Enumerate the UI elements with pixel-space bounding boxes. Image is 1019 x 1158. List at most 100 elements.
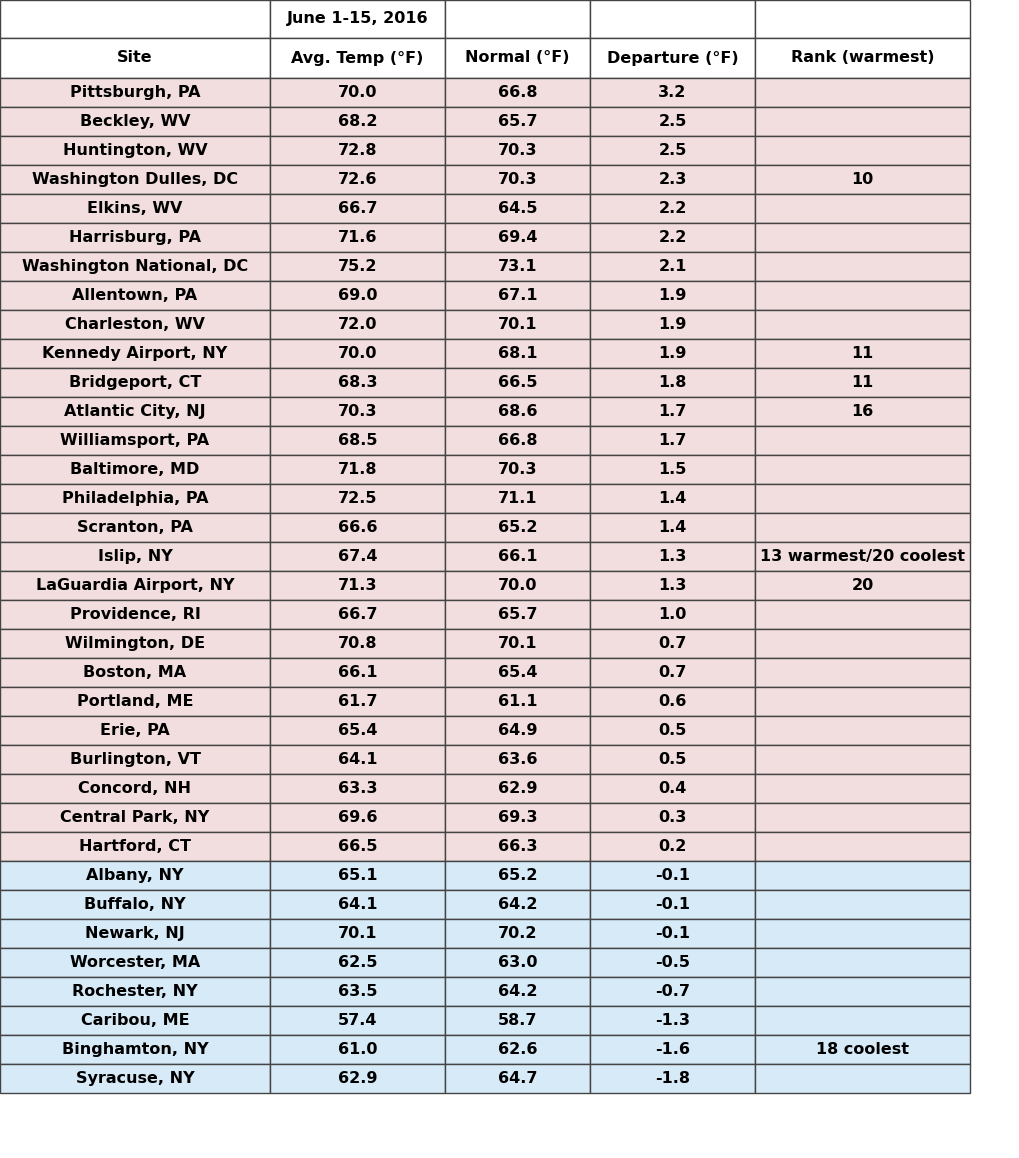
Text: 63.5: 63.5 — [337, 984, 377, 999]
Text: 65.2: 65.2 — [497, 520, 537, 535]
Bar — [754, 919, 969, 948]
Text: 70.3: 70.3 — [497, 462, 537, 477]
Bar — [270, 1064, 444, 1093]
Bar — [444, 426, 589, 455]
Text: Albany, NY: Albany, NY — [87, 868, 183, 884]
Text: 69.6: 69.6 — [337, 809, 377, 824]
Bar — [0, 339, 270, 368]
Bar — [0, 1064, 270, 1093]
Bar — [0, 629, 270, 658]
Text: -0.5: -0.5 — [654, 955, 689, 970]
Text: 68.6: 68.6 — [497, 404, 537, 419]
Bar — [589, 629, 754, 658]
Bar — [0, 948, 270, 977]
Text: 72.8: 72.8 — [337, 142, 377, 157]
Bar — [444, 38, 589, 78]
Text: 64.2: 64.2 — [497, 984, 537, 999]
Bar — [0, 0, 270, 38]
Bar — [589, 78, 754, 107]
Text: 62.5: 62.5 — [337, 955, 377, 970]
Text: 70.0: 70.0 — [497, 578, 537, 593]
Bar — [0, 745, 270, 774]
Text: Providence, RI: Providence, RI — [69, 607, 201, 622]
Text: 0.7: 0.7 — [657, 665, 686, 680]
Bar — [444, 310, 589, 339]
Bar — [754, 831, 969, 862]
Bar — [754, 223, 969, 252]
Bar — [754, 687, 969, 716]
Text: -0.1: -0.1 — [654, 926, 689, 941]
Text: 70.0: 70.0 — [337, 85, 377, 100]
Text: -1.6: -1.6 — [654, 1042, 689, 1057]
Text: 57.4: 57.4 — [337, 1013, 377, 1028]
Text: 66.7: 66.7 — [337, 607, 377, 622]
Bar — [444, 0, 589, 38]
Bar — [270, 542, 444, 571]
Text: 66.8: 66.8 — [497, 85, 537, 100]
Bar — [754, 745, 969, 774]
Text: 66.3: 66.3 — [497, 840, 537, 853]
Bar — [0, 455, 270, 484]
Bar — [589, 252, 754, 281]
Bar — [270, 513, 444, 542]
Bar — [589, 310, 754, 339]
Bar — [270, 38, 444, 78]
Text: -1.3: -1.3 — [654, 1013, 689, 1028]
Bar — [754, 195, 969, 223]
Bar — [444, 1035, 589, 1064]
Bar — [0, 38, 270, 78]
Text: Central Park, NY: Central Park, NY — [60, 809, 210, 824]
Bar — [444, 919, 589, 948]
Text: 2.2: 2.2 — [657, 230, 686, 245]
Text: 2.1: 2.1 — [657, 259, 686, 274]
Text: 66.5: 66.5 — [337, 840, 377, 853]
Bar — [444, 977, 589, 1006]
Text: Avg. Temp (°F): Avg. Temp (°F) — [291, 51, 423, 66]
Bar — [589, 745, 754, 774]
Bar — [754, 107, 969, 135]
Bar — [589, 542, 754, 571]
Bar — [270, 252, 444, 281]
Text: 67.1: 67.1 — [497, 288, 537, 303]
Text: 1.9: 1.9 — [657, 346, 686, 361]
Text: Atlantic City, NJ: Atlantic City, NJ — [64, 404, 206, 419]
Text: 65.2: 65.2 — [497, 868, 537, 884]
Text: Rochester, NY: Rochester, NY — [72, 984, 198, 999]
Bar — [0, 368, 270, 397]
Bar — [589, 164, 754, 195]
Bar — [0, 223, 270, 252]
Bar — [754, 252, 969, 281]
Bar — [754, 862, 969, 891]
Bar — [0, 107, 270, 135]
Bar — [0, 310, 270, 339]
Bar — [444, 164, 589, 195]
Bar — [444, 716, 589, 745]
Bar — [754, 164, 969, 195]
Text: 66.5: 66.5 — [497, 375, 537, 390]
Text: 3.2: 3.2 — [657, 85, 686, 100]
Text: Portland, ME: Portland, ME — [76, 694, 193, 709]
Text: Williamsport, PA: Williamsport, PA — [60, 433, 209, 448]
Bar — [754, 802, 969, 831]
Bar — [270, 977, 444, 1006]
Bar — [754, 1064, 969, 1093]
Bar — [754, 513, 969, 542]
Text: 0.2: 0.2 — [657, 840, 686, 853]
Text: 1.9: 1.9 — [657, 288, 686, 303]
Text: Washington National, DC: Washington National, DC — [21, 259, 248, 274]
Bar — [754, 0, 969, 38]
Text: 69.0: 69.0 — [337, 288, 377, 303]
Bar — [589, 862, 754, 891]
Text: Allentown, PA: Allentown, PA — [72, 288, 198, 303]
Bar — [0, 281, 270, 310]
Bar — [270, 745, 444, 774]
Bar — [270, 397, 444, 426]
Bar — [754, 1006, 969, 1035]
Text: 64.1: 64.1 — [337, 752, 377, 767]
Bar — [270, 1006, 444, 1035]
Bar — [270, 223, 444, 252]
Bar — [589, 919, 754, 948]
Bar — [754, 977, 969, 1006]
Text: 20: 20 — [851, 578, 872, 593]
Text: 70.3: 70.3 — [497, 173, 537, 186]
